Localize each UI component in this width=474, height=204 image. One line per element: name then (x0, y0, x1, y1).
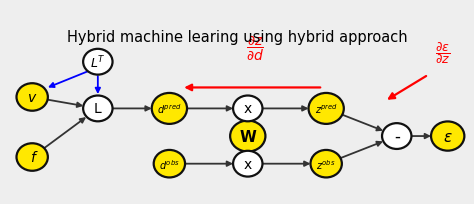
Ellipse shape (431, 122, 465, 151)
Ellipse shape (17, 144, 48, 171)
Text: W: W (239, 129, 256, 144)
Ellipse shape (233, 96, 263, 122)
Text: $d^{pred}$: $d^{pred}$ (157, 102, 182, 116)
Text: $\dfrac{\partial \varepsilon}{\partial z}$: $\dfrac{\partial \varepsilon}{\partial z… (435, 40, 450, 66)
Text: Hybrid machine learing using hybrid approach: Hybrid machine learing using hybrid appr… (67, 30, 407, 45)
Text: $z^{pred}$: $z^{pred}$ (315, 102, 338, 116)
Ellipse shape (83, 96, 112, 122)
Ellipse shape (154, 150, 185, 177)
Text: L: L (94, 102, 102, 116)
Text: f: f (30, 150, 35, 164)
Ellipse shape (233, 151, 263, 177)
Ellipse shape (309, 93, 344, 124)
Text: $z^{obs}$: $z^{obs}$ (317, 157, 336, 171)
Ellipse shape (230, 121, 265, 152)
Ellipse shape (17, 84, 48, 111)
Ellipse shape (382, 124, 411, 149)
Ellipse shape (152, 93, 187, 124)
Text: -: - (394, 128, 400, 145)
Text: x: x (244, 102, 252, 116)
Text: x: x (244, 157, 252, 171)
Text: $\varepsilon$: $\varepsilon$ (443, 129, 453, 144)
Ellipse shape (310, 150, 342, 177)
Text: $\dfrac{\partial z}{\partial d}$: $\dfrac{\partial z}{\partial d}$ (246, 34, 264, 63)
Text: $d^{obs}$: $d^{obs}$ (159, 157, 180, 171)
Ellipse shape (83, 50, 112, 75)
Text: $L^T$: $L^T$ (90, 54, 106, 71)
Text: v: v (28, 91, 36, 104)
